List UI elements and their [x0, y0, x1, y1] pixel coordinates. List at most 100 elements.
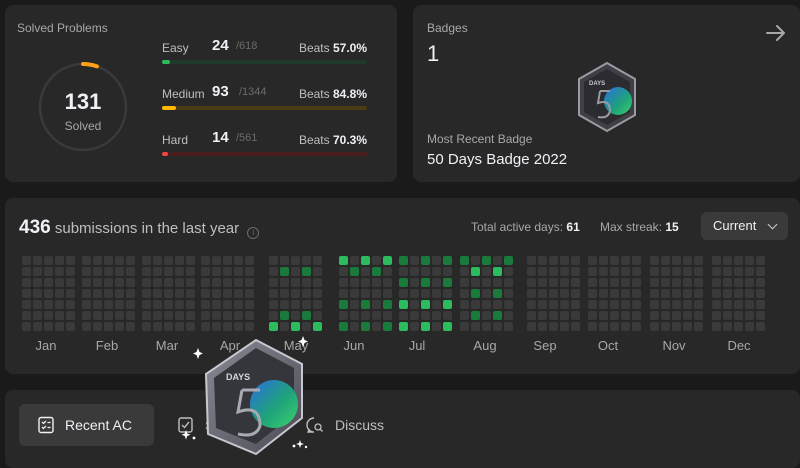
- heatmap-cell[interactable]: [93, 289, 102, 298]
- heatmap-cell[interactable]: [291, 289, 300, 298]
- heatmap-cell[interactable]: [756, 267, 765, 276]
- heatmap-cell[interactable]: [361, 311, 370, 320]
- heatmap-cell[interactable]: [410, 267, 419, 276]
- heatmap-cell[interactable]: [33, 278, 42, 287]
- heatmap-cell[interactable]: [201, 311, 210, 320]
- heatmap-cell[interactable]: [245, 289, 254, 298]
- heatmap-cell[interactable]: [212, 289, 221, 298]
- heatmap-cell[interactable]: [493, 300, 502, 309]
- heatmap-cell[interactable]: [571, 311, 580, 320]
- heatmap-cell[interactable]: [175, 278, 184, 287]
- heatmap-cell[interactable]: [471, 289, 480, 298]
- heatmap-cell[interactable]: [223, 311, 232, 320]
- heatmap-cell[interactable]: [460, 256, 469, 265]
- heatmap-cell[interactable]: [504, 278, 513, 287]
- heatmap-cell[interactable]: [175, 300, 184, 309]
- heatmap-cell[interactable]: [571, 256, 580, 265]
- heatmap-cell[interactable]: [504, 322, 513, 331]
- heatmap-cell[interactable]: [527, 311, 536, 320]
- heatmap-cell[interactable]: [661, 289, 670, 298]
- heatmap-cell[interactable]: [142, 256, 151, 265]
- heatmap-cell[interactable]: [683, 311, 692, 320]
- badge-50-days-large-icon[interactable]: DAYS: [178, 334, 318, 460]
- heatmap-cell[interactable]: [683, 256, 692, 265]
- heatmap-cell[interactable]: [115, 322, 124, 331]
- heatmap-cell[interactable]: [493, 322, 502, 331]
- heatmap-cell[interactable]: [432, 311, 441, 320]
- heatmap-cell[interactable]: [201, 256, 210, 265]
- heatmap-cell[interactable]: [621, 289, 630, 298]
- heatmap-cell[interactable]: [93, 267, 102, 276]
- heatmap-cell[interactable]: [443, 267, 452, 276]
- heatmap-cell[interactable]: [661, 300, 670, 309]
- heatmap-cell[interactable]: [245, 311, 254, 320]
- heatmap-cell[interactable]: [291, 278, 300, 287]
- heatmap-cell[interactable]: [694, 311, 703, 320]
- heatmap-cell[interactable]: [82, 289, 91, 298]
- heatmap-cell[interactable]: [650, 322, 659, 331]
- heatmap-cell[interactable]: [549, 322, 558, 331]
- heatmap-cell[interactable]: [212, 311, 221, 320]
- heatmap-cell[interactable]: [234, 311, 243, 320]
- heatmap-cell[interactable]: [599, 267, 608, 276]
- heatmap-cell[interactable]: [621, 267, 630, 276]
- heatmap-cell[interactable]: [599, 289, 608, 298]
- heatmap-cell[interactable]: [421, 289, 430, 298]
- heatmap-cell[interactable]: [82, 278, 91, 287]
- heatmap-cell[interactable]: [694, 256, 703, 265]
- heatmap-cell[interactable]: [175, 311, 184, 320]
- heatmap-cell[interactable]: [126, 289, 135, 298]
- heatmap-cell[interactable]: [756, 256, 765, 265]
- heatmap-cell[interactable]: [549, 278, 558, 287]
- heatmap-cell[interactable]: [399, 256, 408, 265]
- heatmap-cell[interactable]: [269, 267, 278, 276]
- heatmap-cell[interactable]: [361, 267, 370, 276]
- heatmap-cell[interactable]: [549, 289, 558, 298]
- heatmap-cell[interactable]: [432, 289, 441, 298]
- heatmap-cell[interactable]: [621, 311, 630, 320]
- heatmap-cell[interactable]: [291, 322, 300, 331]
- heatmap-cell[interactable]: [175, 322, 184, 331]
- heatmap-cell[interactable]: [588, 322, 597, 331]
- heatmap-cell[interactable]: [482, 300, 491, 309]
- heatmap-cell[interactable]: [632, 311, 641, 320]
- heatmap-cell[interactable]: [571, 289, 580, 298]
- heatmap-cell[interactable]: [245, 300, 254, 309]
- heatmap-cell[interactable]: [383, 289, 392, 298]
- heatmap-cell[interactable]: [186, 278, 195, 287]
- heatmap-cell[interactable]: [443, 289, 452, 298]
- heatmap-cell[interactable]: [104, 322, 113, 331]
- heatmap-cell[interactable]: [212, 267, 221, 276]
- heatmap-cell[interactable]: [734, 289, 743, 298]
- heatmap-cell[interactable]: [302, 278, 311, 287]
- heatmap-cell[interactable]: [339, 278, 348, 287]
- heatmap-cell[interactable]: [33, 311, 42, 320]
- heatmap-cell[interactable]: [443, 278, 452, 287]
- heatmap-cell[interactable]: [142, 311, 151, 320]
- heatmap-cell[interactable]: [164, 300, 173, 309]
- heatmap-cell[interactable]: [756, 311, 765, 320]
- heatmap-cell[interactable]: [245, 256, 254, 265]
- heatmap-cell[interactable]: [223, 300, 232, 309]
- heatmap-cell[interactable]: [610, 300, 619, 309]
- heatmap-cell[interactable]: [291, 300, 300, 309]
- heatmap-cell[interactable]: [291, 311, 300, 320]
- heatmap-cell[interactable]: [588, 278, 597, 287]
- heatmap-cell[interactable]: [234, 278, 243, 287]
- heatmap-cell[interactable]: [104, 267, 113, 276]
- year-select[interactable]: Current: [701, 212, 788, 240]
- heatmap-cell[interactable]: [55, 322, 64, 331]
- heatmap-cell[interactable]: [421, 322, 430, 331]
- heatmap-cell[interactable]: [22, 300, 31, 309]
- heatmap-cell[interactable]: [350, 300, 359, 309]
- heatmap-cell[interactable]: [269, 289, 278, 298]
- heatmap-cell[interactable]: [650, 256, 659, 265]
- heatmap-cell[interactable]: [302, 267, 311, 276]
- heatmap-cell[interactable]: [153, 322, 162, 331]
- heatmap-cell[interactable]: [650, 289, 659, 298]
- heatmap-cell[interactable]: [280, 311, 289, 320]
- heatmap-cell[interactable]: [361, 300, 370, 309]
- badge-50-days-icon[interactable]: DAYS: [576, 61, 638, 133]
- heatmap-cell[interactable]: [245, 267, 254, 276]
- heatmap-cell[interactable]: [460, 267, 469, 276]
